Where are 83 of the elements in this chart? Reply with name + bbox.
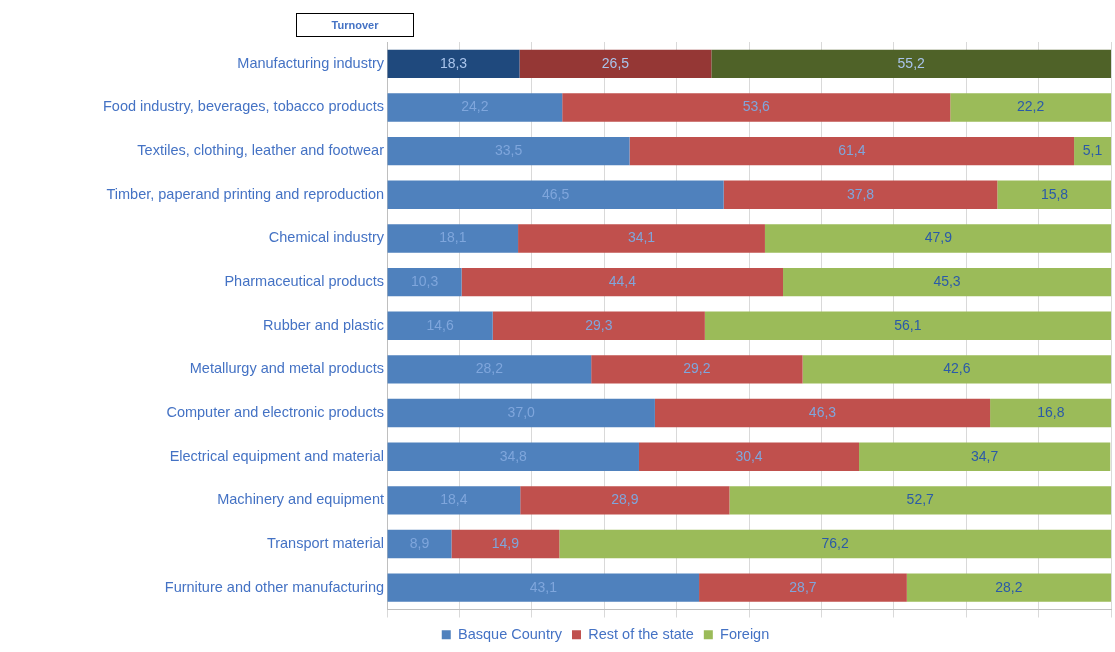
bar xyxy=(387,398,655,428)
bar xyxy=(387,573,700,602)
bar xyxy=(387,224,519,253)
bar xyxy=(699,573,907,602)
data-label: 44,4 xyxy=(608,272,637,289)
data-label: 34,7 xyxy=(971,447,999,464)
bar xyxy=(906,573,1111,602)
data-label: 47,9 xyxy=(924,229,953,246)
bar xyxy=(387,355,592,384)
bar xyxy=(950,93,1111,122)
y-tick-label: Computer and electronic products xyxy=(166,404,385,421)
data-label: 28,7 xyxy=(789,578,817,595)
bar xyxy=(451,529,560,559)
data-label: 45,3 xyxy=(933,272,961,289)
bar xyxy=(723,180,998,209)
bar xyxy=(387,486,521,515)
bar xyxy=(387,267,462,297)
data-label: 18,3 xyxy=(439,54,468,71)
legend-label: Foreign xyxy=(720,625,770,642)
bar xyxy=(704,311,1111,340)
data-label: 30,4 xyxy=(735,447,763,464)
data-label: 53,6 xyxy=(742,98,771,115)
y-tick-label: Textiles, clothing, leather and footwear xyxy=(137,142,385,159)
chart-title: Turnover xyxy=(296,13,414,37)
bar xyxy=(729,486,1111,515)
data-label: 76,2 xyxy=(821,534,849,551)
data-label: 42,6 xyxy=(943,360,971,377)
bar xyxy=(387,442,639,471)
y-tick-label: Furniture and other manufacturing xyxy=(164,578,385,595)
y-tick-label: Pharmaceutical products xyxy=(224,273,385,290)
data-label: 26,5 xyxy=(601,54,630,71)
bar xyxy=(997,180,1111,209)
y-tick-label: Timber, paperand printing and reproduction xyxy=(106,185,385,202)
y-tick-label: Metallurgy and metal products xyxy=(189,360,385,377)
bar xyxy=(387,311,493,340)
bar xyxy=(990,398,1111,428)
bar xyxy=(591,355,803,384)
legend-label: Rest of the state xyxy=(588,625,694,642)
bar xyxy=(783,267,1111,297)
data-label: 61,4 xyxy=(838,141,866,158)
bar xyxy=(387,49,520,79)
bar xyxy=(518,224,765,253)
data-label: 52,7 xyxy=(906,491,935,508)
bar xyxy=(461,267,784,297)
y-tick-label: Manufacturing industry xyxy=(237,54,385,71)
bar xyxy=(387,93,563,122)
y-tick-label: Transport material xyxy=(266,535,385,552)
bar xyxy=(519,49,712,79)
data-label: 5,1 xyxy=(1082,141,1103,158)
bar xyxy=(654,398,991,428)
data-label: 15,8 xyxy=(1040,185,1069,202)
bar xyxy=(562,93,951,122)
y-tick-label: Machinery and equipment xyxy=(217,491,385,508)
data-label: 16,8 xyxy=(1037,403,1065,420)
legend-label: Basque Country xyxy=(458,625,563,642)
bar xyxy=(859,442,1111,471)
data-label: 34,1 xyxy=(627,229,656,246)
data-label: 29,3 xyxy=(585,316,613,333)
y-tick-label: Electrical equipment and material xyxy=(169,447,385,464)
data-label: 28,2 xyxy=(995,578,1023,595)
y-tick-label: Chemical industry xyxy=(268,229,385,246)
data-label: 56,1 xyxy=(894,316,922,333)
bar xyxy=(387,180,724,209)
bar xyxy=(764,224,1111,253)
data-label: 37,8 xyxy=(846,185,875,202)
bar xyxy=(711,49,1111,79)
bar xyxy=(520,486,730,515)
bar xyxy=(559,529,1111,559)
bar xyxy=(1074,136,1111,166)
y-tick-label: Food industry, beverages, tobacco products xyxy=(103,98,385,115)
bar xyxy=(802,355,1111,384)
bar xyxy=(387,529,452,559)
data-label: 29,2 xyxy=(683,360,711,377)
data-label: 22,2 xyxy=(1017,98,1045,115)
data-label: 46,3 xyxy=(808,403,837,420)
y-tick-label: Rubber and plastic xyxy=(263,316,385,333)
data-label: 28,9 xyxy=(611,491,639,508)
data-label: 14,9 xyxy=(491,534,520,551)
bar xyxy=(629,136,1075,166)
bar xyxy=(492,311,705,340)
bar xyxy=(638,442,860,471)
bar xyxy=(387,136,630,166)
data-label: 55,2 xyxy=(897,54,926,71)
